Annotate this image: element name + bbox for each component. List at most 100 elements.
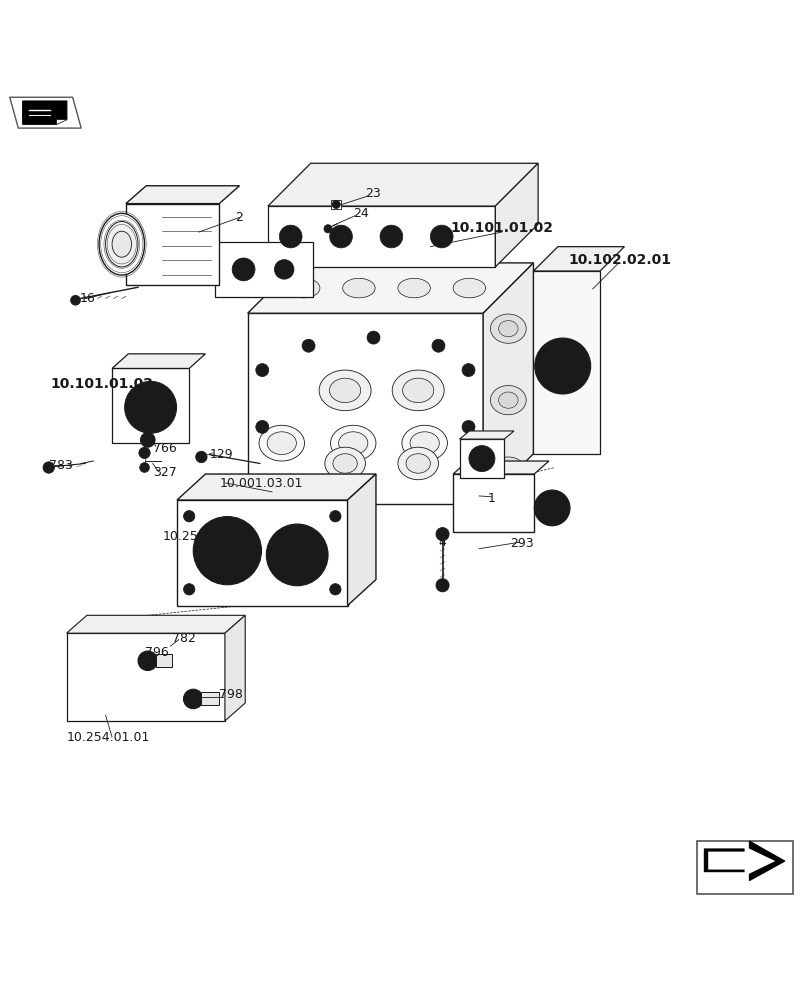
Ellipse shape bbox=[287, 278, 320, 298]
Circle shape bbox=[125, 381, 177, 433]
Text: 783: 783 bbox=[49, 459, 72, 472]
Text: 10.101.01.02: 10.101.01.02 bbox=[450, 221, 553, 235]
Polygon shape bbox=[347, 474, 375, 606]
Ellipse shape bbox=[401, 425, 447, 461]
Ellipse shape bbox=[112, 231, 131, 257]
Text: 10.254.01.01: 10.254.01.01 bbox=[162, 530, 246, 543]
Circle shape bbox=[143, 399, 159, 415]
Circle shape bbox=[140, 433, 155, 447]
Polygon shape bbox=[707, 846, 775, 876]
Polygon shape bbox=[67, 633, 225, 721]
Circle shape bbox=[555, 359, 569, 373]
Circle shape bbox=[534, 490, 569, 526]
Text: 10.102.02.01: 10.102.02.01 bbox=[568, 253, 671, 267]
Circle shape bbox=[431, 339, 444, 352]
Ellipse shape bbox=[453, 278, 485, 298]
Circle shape bbox=[435, 230, 448, 243]
Polygon shape bbox=[156, 654, 172, 667]
Ellipse shape bbox=[329, 378, 360, 403]
Polygon shape bbox=[67, 615, 245, 633]
Circle shape bbox=[232, 258, 255, 281]
Circle shape bbox=[139, 463, 149, 472]
Circle shape bbox=[195, 451, 207, 463]
Circle shape bbox=[557, 340, 567, 350]
Text: 10.001.03.01: 10.001.03.01 bbox=[219, 477, 303, 490]
Circle shape bbox=[557, 382, 567, 392]
Text: 293: 293 bbox=[509, 537, 533, 550]
Circle shape bbox=[539, 372, 548, 382]
Circle shape bbox=[238, 264, 249, 275]
Polygon shape bbox=[201, 692, 219, 705]
Circle shape bbox=[277, 535, 317, 575]
Circle shape bbox=[188, 694, 198, 704]
Text: 24: 24 bbox=[353, 207, 368, 220]
Ellipse shape bbox=[333, 454, 357, 473]
Circle shape bbox=[193, 517, 261, 585]
Ellipse shape bbox=[99, 213, 144, 275]
Circle shape bbox=[534, 338, 590, 394]
Circle shape bbox=[43, 462, 54, 473]
Ellipse shape bbox=[267, 432, 296, 455]
Circle shape bbox=[302, 339, 315, 352]
Circle shape bbox=[542, 498, 561, 518]
Polygon shape bbox=[126, 204, 219, 285]
Polygon shape bbox=[453, 461, 548, 474]
Circle shape bbox=[461, 420, 474, 433]
Circle shape bbox=[367, 331, 380, 344]
Text: 782: 782 bbox=[172, 632, 195, 645]
Polygon shape bbox=[177, 500, 347, 606]
Polygon shape bbox=[268, 206, 495, 267]
Polygon shape bbox=[459, 431, 513, 439]
Polygon shape bbox=[459, 439, 504, 478]
Ellipse shape bbox=[330, 425, 375, 461]
Text: 1: 1 bbox=[487, 492, 495, 505]
Polygon shape bbox=[483, 263, 533, 504]
Polygon shape bbox=[112, 354, 205, 368]
Circle shape bbox=[183, 511, 195, 522]
Ellipse shape bbox=[105, 221, 138, 267]
Ellipse shape bbox=[498, 321, 517, 337]
Text: 798: 798 bbox=[219, 688, 242, 701]
Ellipse shape bbox=[490, 457, 526, 486]
Ellipse shape bbox=[498, 463, 517, 480]
Ellipse shape bbox=[498, 392, 517, 408]
Circle shape bbox=[255, 477, 268, 490]
Circle shape bbox=[332, 200, 340, 208]
Ellipse shape bbox=[324, 447, 365, 480]
Polygon shape bbox=[495, 163, 538, 267]
Ellipse shape bbox=[490, 314, 526, 343]
Text: 327: 327 bbox=[152, 466, 176, 479]
Circle shape bbox=[204, 528, 250, 573]
Circle shape bbox=[384, 230, 397, 243]
Polygon shape bbox=[533, 247, 624, 271]
Circle shape bbox=[138, 651, 157, 671]
Ellipse shape bbox=[259, 425, 304, 461]
Circle shape bbox=[139, 447, 150, 459]
Circle shape bbox=[576, 351, 586, 360]
Circle shape bbox=[461, 364, 474, 377]
Circle shape bbox=[266, 524, 328, 586]
Circle shape bbox=[547, 351, 577, 381]
Text: 16: 16 bbox=[79, 292, 95, 305]
Ellipse shape bbox=[338, 432, 367, 455]
Circle shape bbox=[71, 295, 80, 305]
Polygon shape bbox=[225, 615, 245, 721]
Circle shape bbox=[255, 420, 268, 433]
Circle shape bbox=[183, 584, 195, 595]
FancyBboxPatch shape bbox=[696, 841, 792, 894]
Circle shape bbox=[143, 656, 152, 666]
Polygon shape bbox=[247, 263, 533, 313]
Polygon shape bbox=[215, 242, 312, 297]
Circle shape bbox=[274, 260, 294, 279]
Polygon shape bbox=[453, 474, 534, 532]
Circle shape bbox=[430, 225, 453, 248]
Circle shape bbox=[576, 372, 586, 382]
Text: 4: 4 bbox=[438, 536, 446, 549]
Text: 766: 766 bbox=[152, 442, 176, 455]
Ellipse shape bbox=[342, 278, 375, 298]
Text: 2: 2 bbox=[235, 211, 243, 224]
Polygon shape bbox=[56, 119, 67, 124]
Circle shape bbox=[461, 477, 474, 490]
Ellipse shape bbox=[319, 370, 371, 411]
Circle shape bbox=[436, 528, 448, 541]
